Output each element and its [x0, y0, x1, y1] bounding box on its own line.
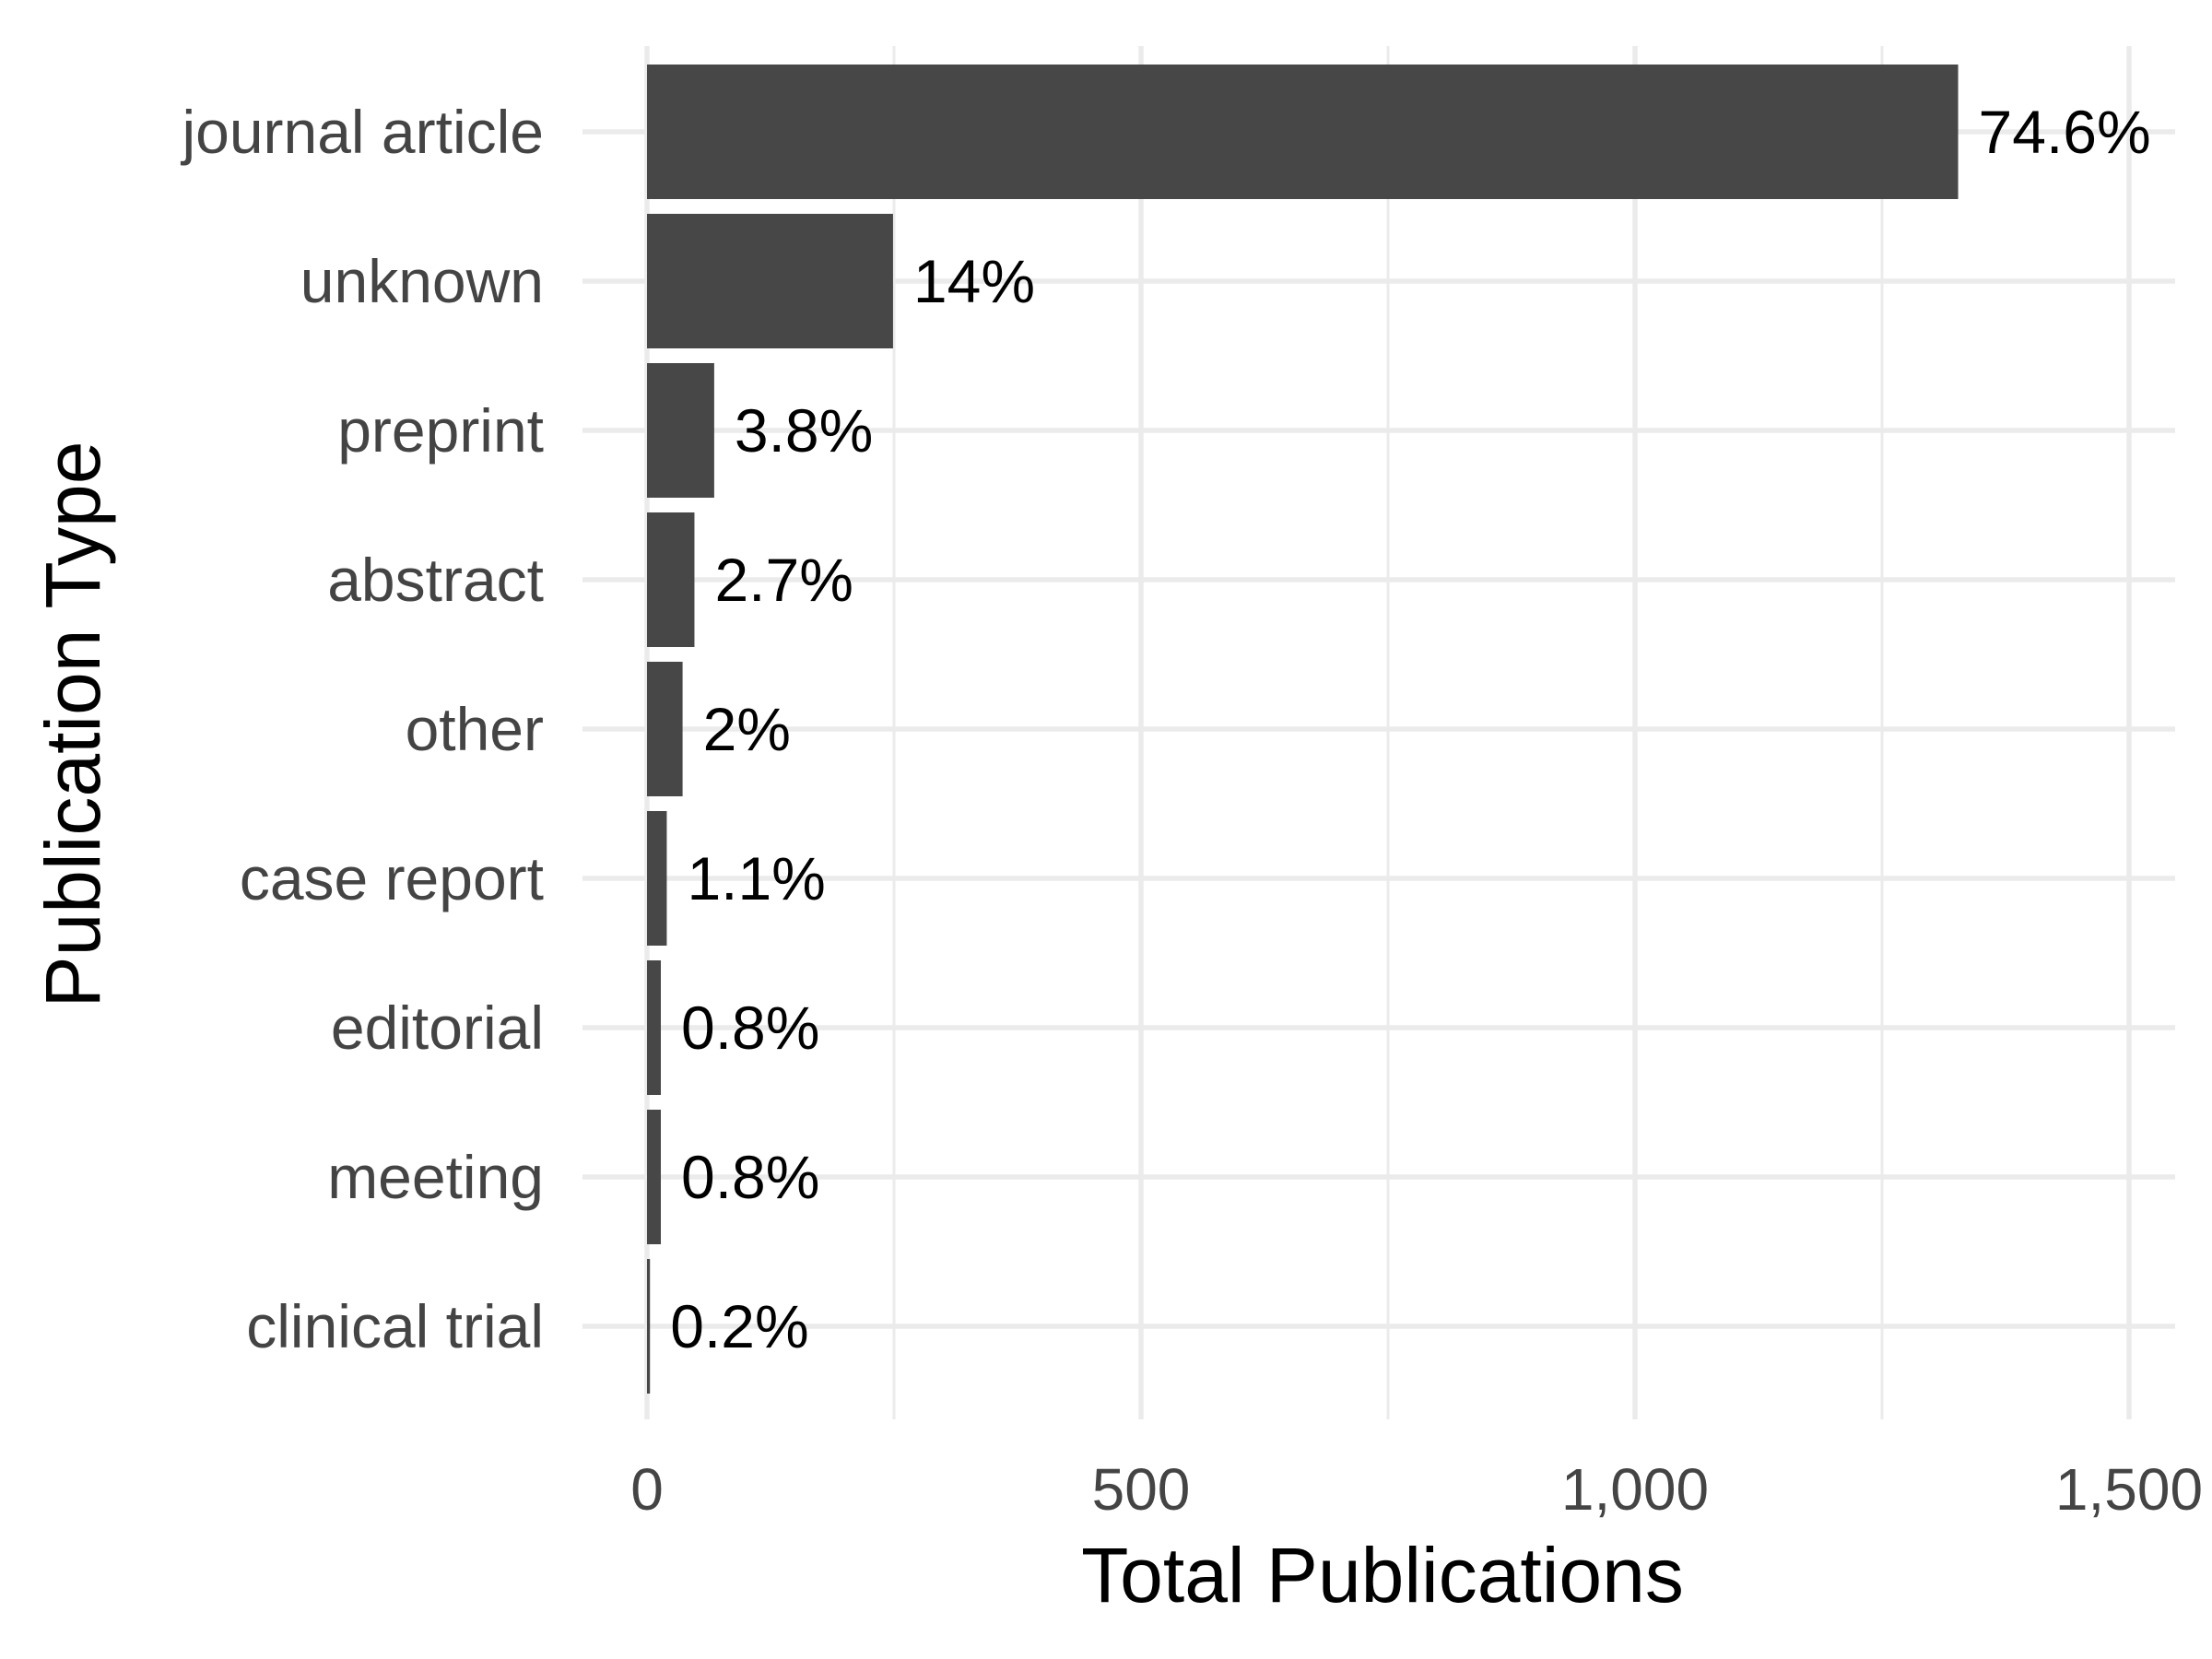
y-tick-labels: journal article unknown preprint abstract ot… [180, 98, 544, 1360]
bar [647, 363, 714, 498]
data-label: 0.2% [670, 1292, 808, 1360]
bars [647, 65, 1959, 1394]
data-label: 2% [703, 695, 791, 763]
bar [647, 1110, 662, 1244]
data-label: 0.8% [681, 994, 819, 1062]
data-label: 0.8% [681, 1143, 819, 1211]
bar [647, 214, 893, 348]
y-tick-label: unknown [300, 247, 544, 315]
x-tick-label: 1,500 [2055, 1456, 2203, 1523]
y-axis-title: Publication Type [29, 441, 116, 1008]
bar [647, 662, 683, 796]
y-tick-label: abstract [327, 546, 544, 614]
y-tick-label: preprint [337, 396, 544, 465]
bar [647, 1259, 651, 1394]
data-label: 1.1% [687, 844, 825, 912]
x-tick-labels: 0 500 1,000 1,500 [630, 1456, 2203, 1523]
bar [647, 65, 1959, 199]
data-label: 14% [913, 247, 1035, 315]
x-tick-label: 1,000 [1561, 1456, 1709, 1523]
gridlines [582, 46, 2175, 1419]
x-tick-label: 0 [630, 1456, 664, 1523]
y-tick-label: journal article [180, 98, 544, 166]
x-tick-label: 500 [1092, 1456, 1191, 1523]
data-label: 74.6% [1979, 98, 2151, 166]
y-tick-label: editorial [331, 994, 544, 1062]
y-tick-label: meeting [327, 1143, 544, 1211]
bar [647, 811, 667, 946]
data-label: 2.7% [714, 546, 853, 614]
y-tick-label: clinical trial [246, 1292, 544, 1360]
y-tick-label: other [406, 695, 544, 763]
data-label: 3.8% [735, 396, 873, 465]
y-tick-label: case report [240, 844, 544, 912]
data-labels: 74.6% 14% 3.8% 2.7% 2% 1.1% 0.8% 0.8% 0.2% [670, 98, 2150, 1360]
bar [647, 960, 662, 1095]
x-axis-title: Total Publications [1081, 1532, 1684, 1618]
bar [647, 512, 695, 647]
